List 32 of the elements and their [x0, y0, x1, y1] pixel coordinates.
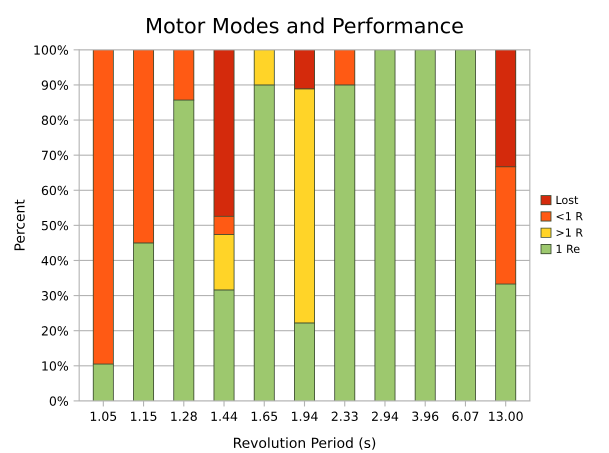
y-tick-label: 80%	[42, 116, 68, 125]
x-tick-label: 3.96	[412, 412, 438, 421]
legend-label: >1 R	[556, 228, 583, 237]
x-tick-label: 2.33	[332, 412, 358, 421]
y-tick-label: 90%	[42, 80, 68, 90]
bar	[414, 50, 436, 401]
x-tick-label: 1.44	[211, 412, 238, 421]
y-tick-label: 50%	[42, 220, 68, 230]
x-tick-label: 6.07	[452, 412, 478, 421]
x-tick-label: 1.28	[171, 412, 197, 421]
x-tick-label: 1.15	[131, 412, 156, 421]
y-tick-label: 100%	[34, 45, 68, 55]
bar	[374, 50, 396, 401]
legend-label: 1 Re	[556, 244, 580, 254]
y-tick-label: 20%	[42, 326, 68, 336]
x-tick-label: 2.94	[372, 412, 398, 421]
x-tick-label: 1.94	[292, 412, 318, 421]
x-tick-label: 1.05	[90, 412, 116, 421]
x-tick-label: 13.00	[489, 412, 523, 421]
legend-label: <1 R	[556, 212, 583, 220]
chart-title: Motor Modes and Performance	[147, 17, 463, 34]
y-tick-label: 0%	[50, 396, 68, 406]
bar	[454, 50, 476, 401]
x-axis-title: Revolution Period (s)	[234, 437, 376, 450]
x-tick-label: 1.65	[252, 412, 278, 421]
y-axis-title: Percent	[14, 200, 25, 250]
y-tick-label: 10%	[42, 361, 68, 371]
y-tick-label: 60%	[42, 186, 68, 196]
y-tick-label: 30%	[42, 291, 68, 301]
legend-label: Lost	[556, 196, 578, 204]
y-tick-label: 40%	[42, 256, 68, 266]
y-tick-label: 70%	[42, 150, 68, 160]
